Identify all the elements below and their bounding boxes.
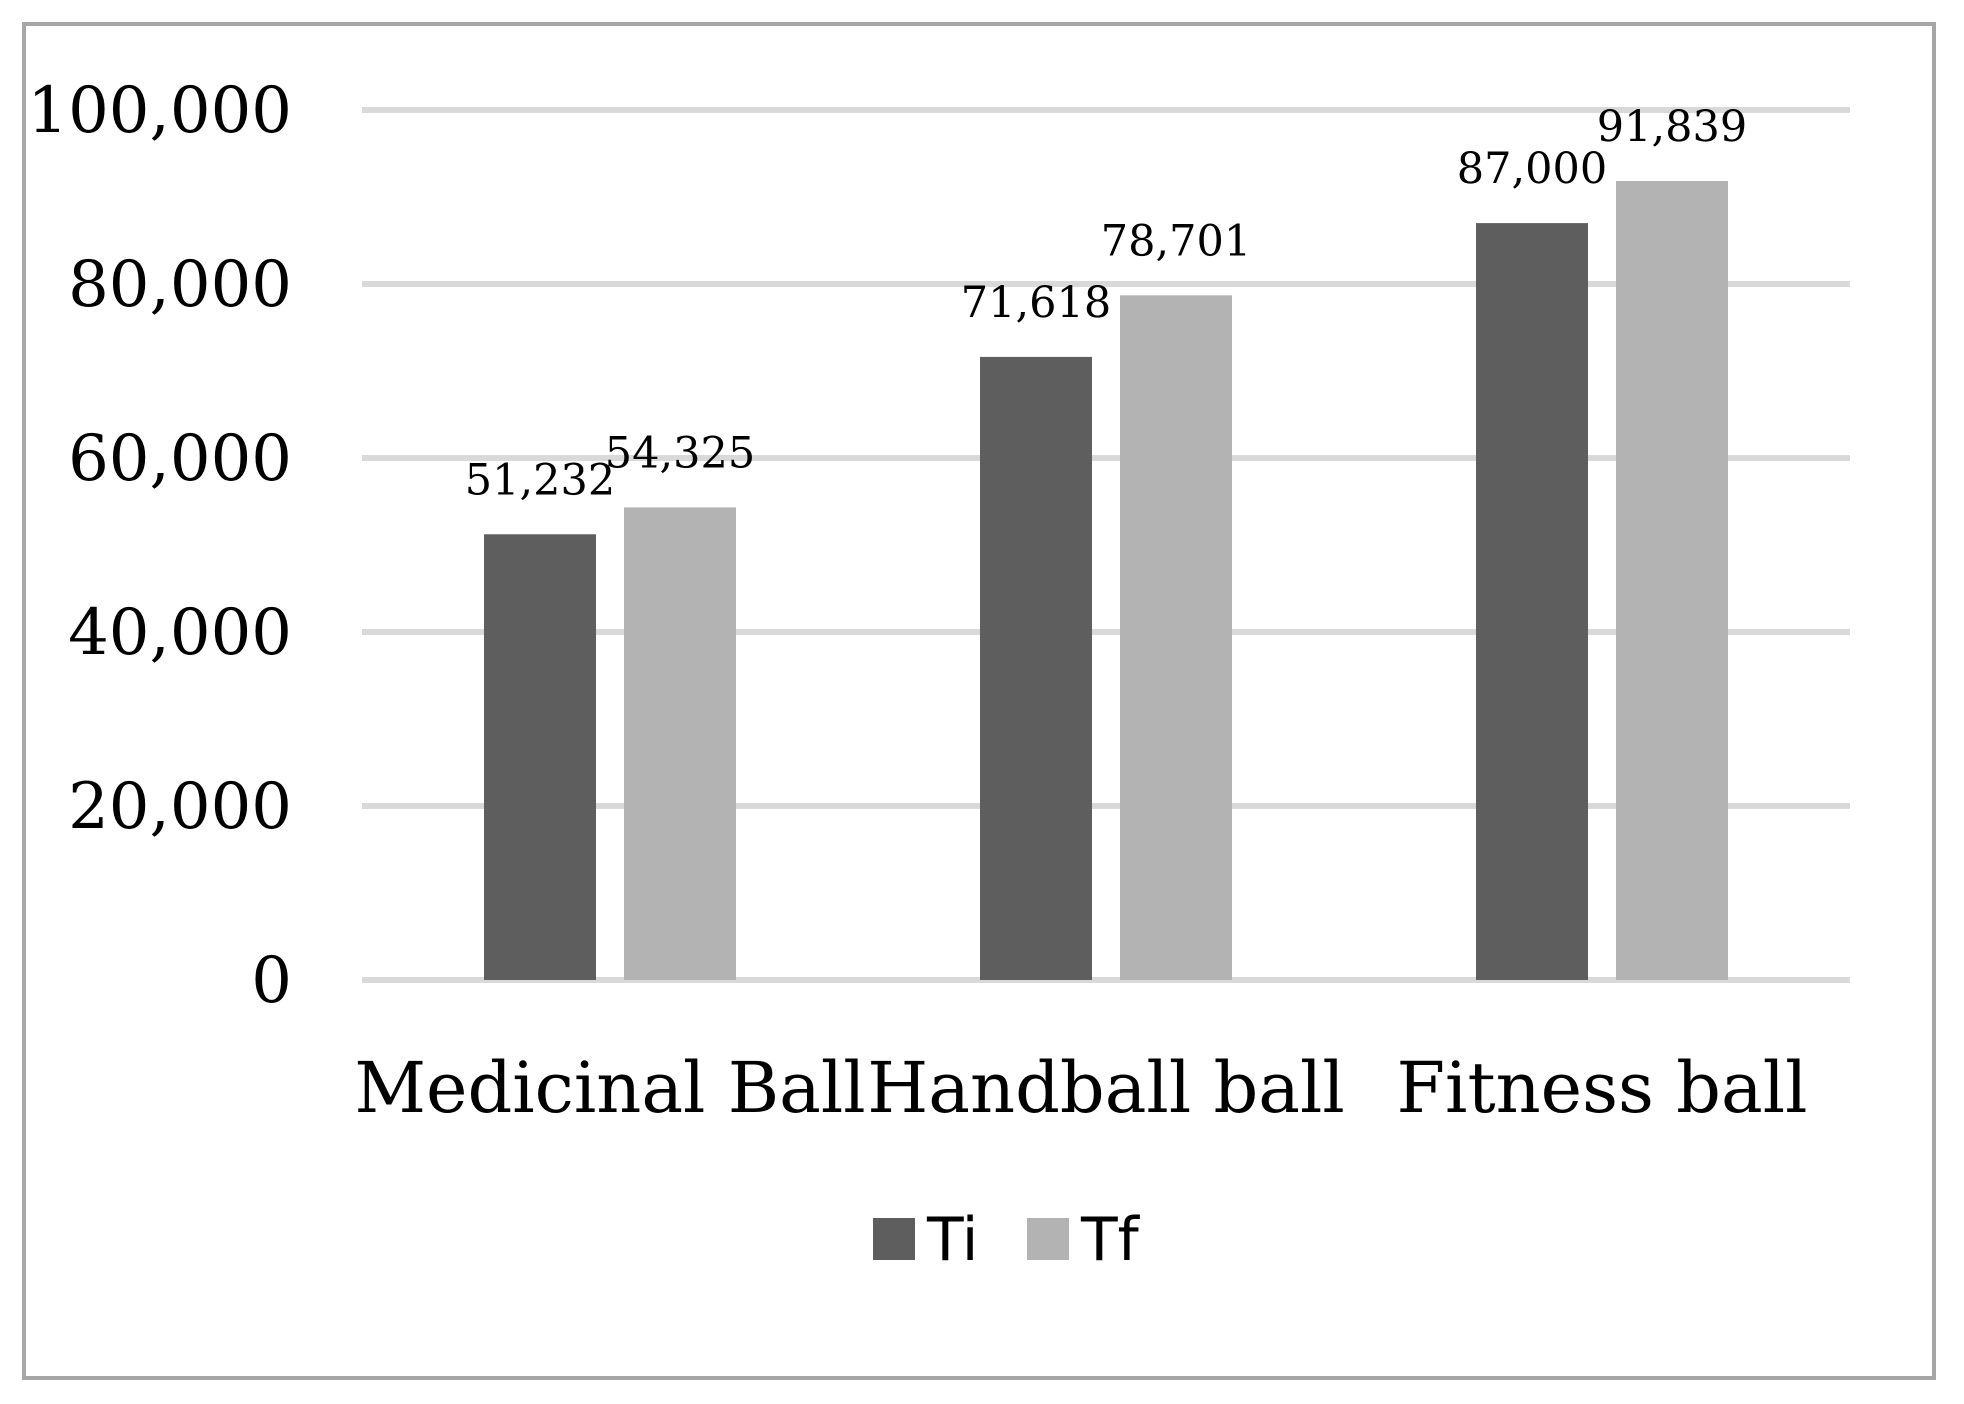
legend: Ti Tf — [873, 1205, 1141, 1275]
data-label: 54,325 — [605, 428, 755, 478]
data-label: 91,839 — [1597, 102, 1747, 152]
y-axis-tick-labels: 0 20,000 40,000 60,000 80,000 100,000 — [27, 74, 292, 1018]
x-tick-label: Handball ball — [867, 1047, 1345, 1129]
legend-label-tf: Tf — [1080, 1205, 1141, 1275]
gridlines — [362, 107, 1850, 983]
y-tick-label: 80,000 — [68, 248, 292, 322]
y-tick-label: 20,000 — [68, 770, 292, 844]
y-tick-label: 60,000 — [68, 422, 292, 496]
legend-swatch-ti — [873, 1218, 915, 1260]
bar-ti-0 — [484, 534, 596, 980]
legend-swatch-tf — [1027, 1218, 1069, 1260]
bars — [484, 181, 1728, 981]
data-label: 51,232 — [465, 455, 615, 505]
bar-tf-0 — [624, 507, 736, 980]
data-label: 71,618 — [961, 278, 1111, 328]
legend-label-ti: Ti — [926, 1205, 978, 1275]
x-tick-label: Medicinal Ball — [354, 1047, 865, 1129]
y-tick-label: 0 — [251, 944, 292, 1018]
data-label: 78,701 — [1101, 216, 1251, 266]
bar-tf-1 — [1120, 295, 1232, 981]
x-tick-label: Fitness ball — [1396, 1047, 1807, 1129]
data-label: 87,000 — [1457, 144, 1607, 194]
bar-ti-1 — [980, 356, 1092, 980]
y-tick-label: 100,000 — [27, 74, 292, 148]
x-axis-tick-labels: Medicinal Ball Handball ball Fitness ball — [354, 1047, 1807, 1129]
bar-ti-2 — [1476, 223, 1588, 981]
bar-tf-2 — [1616, 181, 1728, 980]
y-tick-label: 40,000 — [68, 596, 292, 670]
